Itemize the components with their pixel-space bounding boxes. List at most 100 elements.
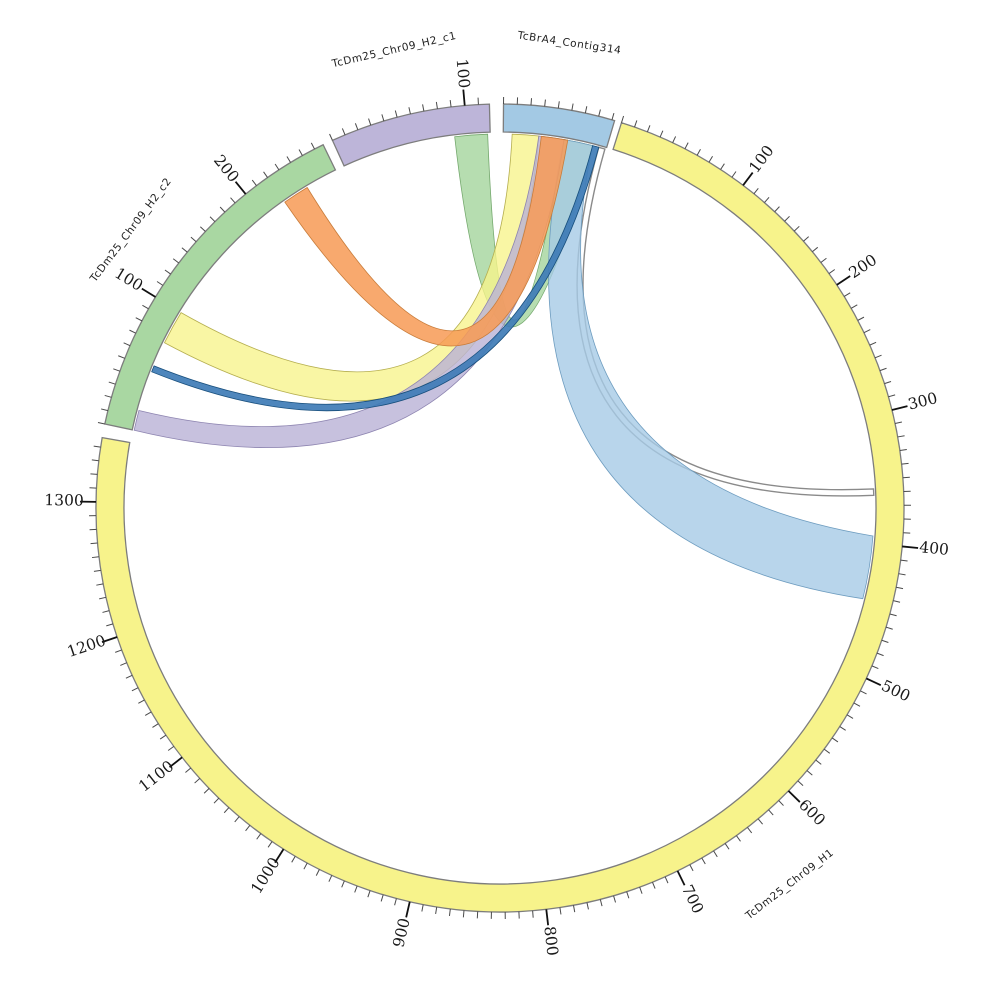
minor-tick xyxy=(586,902,589,910)
minor-tick xyxy=(532,910,534,918)
minor-tick xyxy=(869,341,877,346)
minor-tick xyxy=(108,381,116,385)
major-tick xyxy=(545,909,550,926)
minor-tick xyxy=(724,843,730,850)
minor-tick xyxy=(315,869,320,876)
minor-tick xyxy=(708,155,713,163)
minor-tick xyxy=(354,123,359,131)
minor-tick xyxy=(209,216,216,223)
major-tick xyxy=(462,89,466,106)
major-tick xyxy=(101,636,118,643)
minor-tick xyxy=(572,905,576,913)
minor-tick xyxy=(90,473,98,475)
tick-label-TcDm25_Chr09_H1-200: 200 xyxy=(846,251,881,282)
tick-label-TcDm25_Chr09_H1-600: 600 xyxy=(795,796,829,830)
major-tick xyxy=(234,181,247,195)
minor-tick xyxy=(142,304,149,310)
minor-tick xyxy=(100,408,109,412)
major-tick xyxy=(405,901,411,918)
minor-tick xyxy=(435,101,438,109)
minor-tick xyxy=(129,329,137,334)
minor-tick xyxy=(797,780,804,786)
minor-tick xyxy=(96,583,104,586)
major-tick xyxy=(742,171,754,186)
minor-tick xyxy=(544,99,546,107)
minor-tick xyxy=(757,818,763,825)
tick-label-TcDm25_Chr09_H2_c2-200: 200 xyxy=(210,151,243,185)
minor-tick xyxy=(125,674,133,679)
minor-tick xyxy=(689,864,694,872)
minor-tick xyxy=(138,699,145,704)
minor-tick xyxy=(448,908,451,916)
minor-tick xyxy=(90,542,98,545)
minor-tick xyxy=(599,899,603,907)
minor-tick xyxy=(115,649,122,653)
tick-label-TcDm25_Chr09_H1-1100: 1100 xyxy=(135,757,177,796)
minor-tick xyxy=(194,777,201,784)
major-tick xyxy=(141,287,156,298)
minor-tick xyxy=(713,850,718,858)
segment-name-label-TcDm25_Chr09_H2_c2: TcDm25_Chr09_H2_c2 xyxy=(87,176,174,286)
minor-tick xyxy=(354,885,358,893)
minor-tick xyxy=(828,269,836,274)
minor-tick xyxy=(368,118,372,126)
ribbon-lightblue-wide xyxy=(548,139,874,600)
minor-tick xyxy=(251,179,257,186)
minor-tick xyxy=(449,99,452,108)
minor-tick xyxy=(893,600,901,603)
minor-tick xyxy=(298,149,303,156)
minor-tick xyxy=(894,421,903,424)
tick-label-TcDm25_Chr09_H1-1200: 1200 xyxy=(65,631,108,661)
tick-label-TcDm25_Chr09_H1-100: 100 xyxy=(745,142,777,176)
minor-tick xyxy=(634,120,638,128)
minor-tick xyxy=(557,101,560,109)
minor-tick xyxy=(901,462,909,465)
minor-tick xyxy=(876,652,884,657)
minor-tick xyxy=(881,639,889,643)
minor-tick xyxy=(97,422,105,425)
minor-tick xyxy=(104,394,112,398)
minor-tick xyxy=(159,734,167,740)
minor-tick xyxy=(190,236,197,243)
minor-tick xyxy=(267,841,273,848)
minor-tick xyxy=(172,258,180,264)
minor-tick xyxy=(102,610,110,613)
minor-tick xyxy=(611,112,615,120)
minor-tick xyxy=(245,824,251,832)
minor-tick xyxy=(113,368,121,372)
minor-tick xyxy=(380,894,384,902)
minor-tick xyxy=(435,906,438,915)
minor-tick xyxy=(328,875,333,882)
minor-tick xyxy=(394,110,398,118)
minor-tick xyxy=(793,225,800,232)
minor-tick xyxy=(341,128,346,136)
minor-tick xyxy=(747,827,753,834)
minor-tick xyxy=(900,559,908,562)
minor-tick xyxy=(857,316,865,321)
tick-label-TcDm25_Chr09_H2_c1-100: 100 xyxy=(453,58,474,89)
tick-label-TcDm25_Chr09_H2_c2-100: 100 xyxy=(111,264,146,295)
segment-arc-TcDm25_Chr09_H1 xyxy=(95,121,905,913)
minor-tick xyxy=(164,269,171,275)
minor-tick xyxy=(885,626,893,630)
minor-tick xyxy=(613,895,617,903)
minor-tick xyxy=(639,886,643,894)
segment-name-label-TcDm25_Chr09_H2_c1: TcDm25_Chr09_H2_c1 xyxy=(330,30,458,71)
minor-tick xyxy=(381,114,385,122)
major-tick xyxy=(902,545,919,549)
minor-tick xyxy=(230,197,236,204)
minor-tick xyxy=(199,226,206,232)
minor-tick xyxy=(846,714,854,719)
major-tick xyxy=(274,848,285,864)
minor-tick xyxy=(896,586,904,590)
minor-tick xyxy=(902,476,910,479)
minor-tick xyxy=(120,662,127,666)
minor-tick xyxy=(310,142,315,150)
minor-tick xyxy=(753,188,759,195)
minor-tick xyxy=(219,206,226,213)
minor-tick xyxy=(421,904,424,912)
minor-tick xyxy=(874,354,882,359)
minor-tick xyxy=(91,459,99,462)
segment-arc-TcDm25_Chr09_H2_c1 xyxy=(331,103,491,167)
